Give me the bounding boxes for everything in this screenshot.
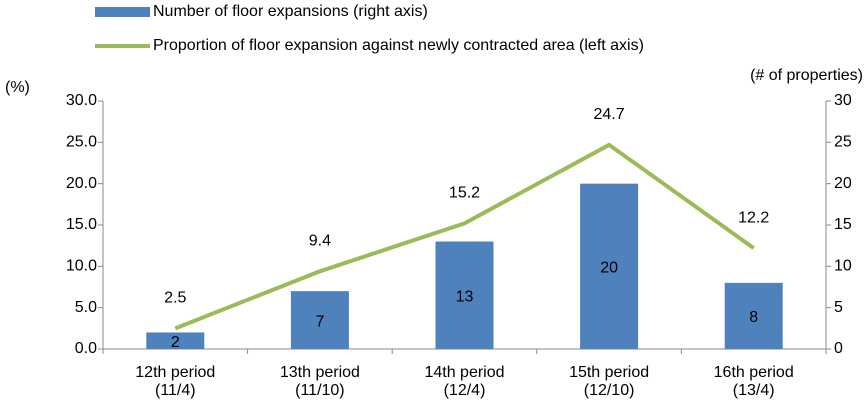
y-tick-label: 20.0 <box>66 175 97 192</box>
y-tick-label: 5.0 <box>75 299 97 316</box>
y-tick-label: 10.0 <box>66 258 97 275</box>
y-tick-label: 0.0 <box>75 340 97 357</box>
bar-value-label: 13 <box>456 288 474 305</box>
legend-label: Number of floor expansions (right axis) <box>153 3 428 20</box>
y2-tick-label: 20 <box>834 175 852 192</box>
legend-swatch <box>95 7 150 17</box>
y-tick-label: 15.0 <box>66 216 97 233</box>
x-tick-label: 12th period (11/4) <box>135 364 216 399</box>
y-tick-label: 25.0 <box>66 134 97 151</box>
line-value-label: 9.4 <box>309 233 331 250</box>
bar <box>290 291 349 349</box>
bar <box>435 241 494 349</box>
bar <box>724 282 783 349</box>
x-tick-label: 15th period (12/10) <box>569 364 650 399</box>
y2-tick-label: 30 <box>834 92 852 109</box>
line-value-label: 2.5 <box>164 290 186 307</box>
legend-label: Proportion of floor expansion against ne… <box>153 37 644 54</box>
line <box>174 142 755 331</box>
bar <box>146 332 205 349</box>
x-tick-label: 16th period (13/4) <box>713 364 794 399</box>
bar-value-label: 2 <box>171 334 180 351</box>
y2-tick-label: 5 <box>834 299 843 316</box>
y2-tick-label: 0 <box>834 340 843 357</box>
y2-axis-label: (# of properties) <box>750 67 863 84</box>
y2-tick-label: 25 <box>834 134 852 151</box>
bar-value-label: 20 <box>600 260 618 277</box>
bar-value-label: 7 <box>315 313 324 330</box>
x-tick-label: 13th period (11/10) <box>279 364 360 399</box>
y2-tick-label: 10 <box>834 258 852 275</box>
bar-value-label: 8 <box>749 309 758 326</box>
line-value-label: 12.2 <box>738 209 769 226</box>
line-value-label: 24.7 <box>594 106 625 123</box>
y-tick-label: 30.0 <box>66 92 97 109</box>
x-tick-label: 14th period (12/4) <box>424 364 505 399</box>
y-axis-label: (%) <box>5 79 30 96</box>
bar <box>580 183 639 349</box>
line-value-label: 15.2 <box>449 185 480 202</box>
y2-tick-label: 15 <box>834 216 852 233</box>
